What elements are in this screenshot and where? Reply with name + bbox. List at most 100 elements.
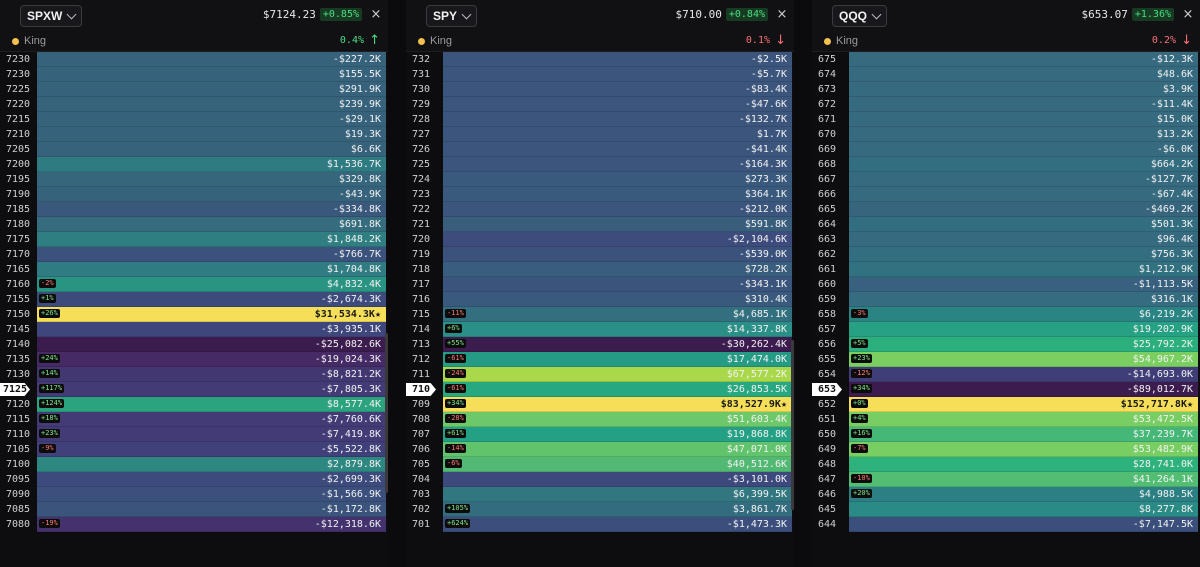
strike-row[interactable]: 7080 -19% -$12,318.6K [0,517,388,532]
strike-row[interactable]: 714 +6% $14,337.8K [406,322,794,337]
strike-row[interactable]: 7230 $155.5K [0,67,388,82]
strike-row[interactable]: 647 -10% $41,264.1K [812,472,1200,487]
strike-row[interactable]: 657 $19,202.9K [812,322,1200,337]
strike-row[interactable]: 7200 $1,536.7K [0,157,388,172]
strike-row[interactable]: 670 $13.2K [812,127,1200,142]
strike-row[interactable]: 673 $3.9K [812,82,1200,97]
strike-row[interactable]: 7170 -$766.7K [0,247,388,262]
strike-row[interactable]: 668 $664.2K [812,157,1200,172]
strike-row[interactable]: 728 -$132.7K [406,112,794,127]
strike-row[interactable]: 674 $48.6K [812,67,1200,82]
strike-row[interactable]: 7120 +124% $8,577.4K [0,397,388,412]
strike-row[interactable]: 661 $1,212.9K [812,262,1200,277]
strike-row[interactable]: 7130 +14% -$8,821.2K [0,367,388,382]
strike-row[interactable]: 666 -$67.4K [812,187,1200,202]
strike-row[interactable]: 7100 $2,879.8K [0,457,388,472]
close-icon[interactable]: × [370,7,382,22]
strike-row[interactable]: 664 $501.3K [812,217,1200,232]
scrollbar[interactable] [385,333,388,493]
strike-row[interactable]: 725 -$164.3K [406,157,794,172]
strike-row[interactable]: 671 $15.0K [812,112,1200,127]
strike-row[interactable]: 663 $96.4K [812,232,1200,247]
strike-row[interactable]: 7190 -$43.9K [0,187,388,202]
king-strike-row[interactable]: 7150 +26% $31,534.3K★ [0,307,388,322]
strike-row[interactable]: 7180 $691.8K [0,217,388,232]
king-strike-row[interactable]: 652 +0% $152,717.8K★ [812,397,1200,412]
strike-row[interactable]: 731 -$5.7K [406,67,794,82]
spot-strike-row[interactable]: 7125 +117% -$7,805.3K [0,382,388,397]
king-strike-row[interactable]: 709 +34% $83,527.9K★ [406,397,794,412]
strike-row[interactable]: 724 $273.3K [406,172,794,187]
strike-row[interactable]: 703 $6,399.5K [406,487,794,502]
strike-row[interactable]: 7225 $291.9K [0,82,388,97]
scrollbar[interactable] [791,340,794,510]
strike-row[interactable]: 650 +16% $37,239.7K [812,427,1200,442]
strike-row[interactable]: 730 -$83.4K [406,82,794,97]
strike-row[interactable]: 667 -$127.7K [812,172,1200,187]
spot-strike-row[interactable]: 653 +34% -$89,012.7K [812,382,1200,397]
strike-row[interactable]: 7105 -9% -$5,522.8K [0,442,388,457]
strike-row[interactable]: 654 -12% -$14,693.0K [812,367,1200,382]
strike-row[interactable]: 7085 -$1,172.8K [0,502,388,517]
strike-row[interactable]: 645 $8,277.8K [812,502,1200,517]
strike-row[interactable]: 649 -7% $53,482.9K [812,442,1200,457]
ticker-select[interactable]: SPXW [20,5,83,27]
strike-row[interactable]: 7140 -$25,082.6K [0,337,388,352]
strike-row[interactable]: 711 -24% $67,577.2K [406,367,794,382]
strike-row[interactable]: 729 -$47.6K [406,97,794,112]
strike-row[interactable]: 719 -$539.0K [406,247,794,262]
strike-row[interactable]: 7185 -$334.8K [0,202,388,217]
strike-row[interactable]: 705 -6% $40,512.6K [406,457,794,472]
strike-row[interactable]: 708 -28% $51,603.4K [406,412,794,427]
strike-row[interactable]: 648 $28,741.0K [812,457,1200,472]
strike-row[interactable]: 7175 $1,848.2K [0,232,388,247]
strike-row[interactable]: 702 +105% $3,861.7K [406,502,794,517]
ticker-select[interactable]: SPY [426,5,478,27]
strike-row[interactable]: 7165 $1,704.8K [0,262,388,277]
strike-row[interactable]: 706 -14% $47,071.0K [406,442,794,457]
strike-row[interactable]: 7135 +24% -$19,024.3K [0,352,388,367]
strike-row[interactable]: 7145 -$3,935.1K [0,322,388,337]
strike-row[interactable]: 727 $1.7K [406,127,794,142]
strike-row[interactable]: 732 -$2.5K [406,52,794,67]
strike-row[interactable]: 651 +4% $53,472.5K [812,412,1200,427]
strike-row[interactable]: 665 -$469.2K [812,202,1200,217]
strike-row[interactable]: 704 -$3,101.0K [406,472,794,487]
strike-row[interactable]: 660 -$1,113.5K [812,277,1200,292]
strike-row[interactable]: 658 -3% $6,219.2K [812,307,1200,322]
strike-row[interactable]: 7205 $6.6K [0,142,388,157]
strike-row[interactable]: 722 -$212.0K [406,202,794,217]
strike-row[interactable]: 669 -$6.0K [812,142,1200,157]
strike-row[interactable]: 718 $728.2K [406,262,794,277]
strike-row[interactable]: 7095 -$2,699.3K [0,472,388,487]
strike-row[interactable]: 707 +61% $19,868.8K [406,427,794,442]
strike-row[interactable]: 7160 -2% $4,832.4K [0,277,388,292]
strike-row[interactable]: 644 -$7,147.5K [812,517,1200,532]
strike-row[interactable]: 726 -$41.4K [406,142,794,157]
close-icon[interactable]: × [776,7,788,22]
strike-row[interactable]: 7155 +1% -$2,674.3K [0,292,388,307]
strike-row[interactable]: 721 $591.8K [406,217,794,232]
strike-row[interactable]: 7230 -$227.2K [0,52,388,67]
strike-row[interactable]: 713 +55% -$30,262.4K [406,337,794,352]
strike-row[interactable]: 675 -$12.3K [812,52,1200,67]
strike-row[interactable]: 723 $364.1K [406,187,794,202]
strike-row[interactable]: 717 -$343.1K [406,277,794,292]
close-icon[interactable]: × [1182,7,1194,22]
spot-strike-row[interactable]: 710 -61% $26,853.5K [406,382,794,397]
strike-row[interactable]: 7195 $329.8K [0,172,388,187]
strike-row[interactable]: 7110 +23% -$7,419.8K [0,427,388,442]
strike-row[interactable]: 7215 -$29.1K [0,112,388,127]
strike-row[interactable]: 659 $316.1K [812,292,1200,307]
strike-row[interactable]: 716 $310.4K [406,292,794,307]
strike-row[interactable]: 7220 $239.9K [0,97,388,112]
strike-row[interactable]: 656 +5% $25,792.2K [812,337,1200,352]
strike-row[interactable]: 715 -11% $4,685.1K [406,307,794,322]
strike-row[interactable]: 701 +624% -$1,473.3K [406,517,794,532]
strike-row[interactable]: 672 -$11.4K [812,97,1200,112]
strike-row[interactable]: 7210 $19.3K [0,127,388,142]
strike-row[interactable]: 720 -$2,104.6K [406,232,794,247]
strike-row[interactable]: 712 -61% $17,474.0K [406,352,794,367]
strike-row[interactable]: 646 +20% $4,988.5K [812,487,1200,502]
strike-row[interactable]: 7115 +18% -$7,760.6K [0,412,388,427]
